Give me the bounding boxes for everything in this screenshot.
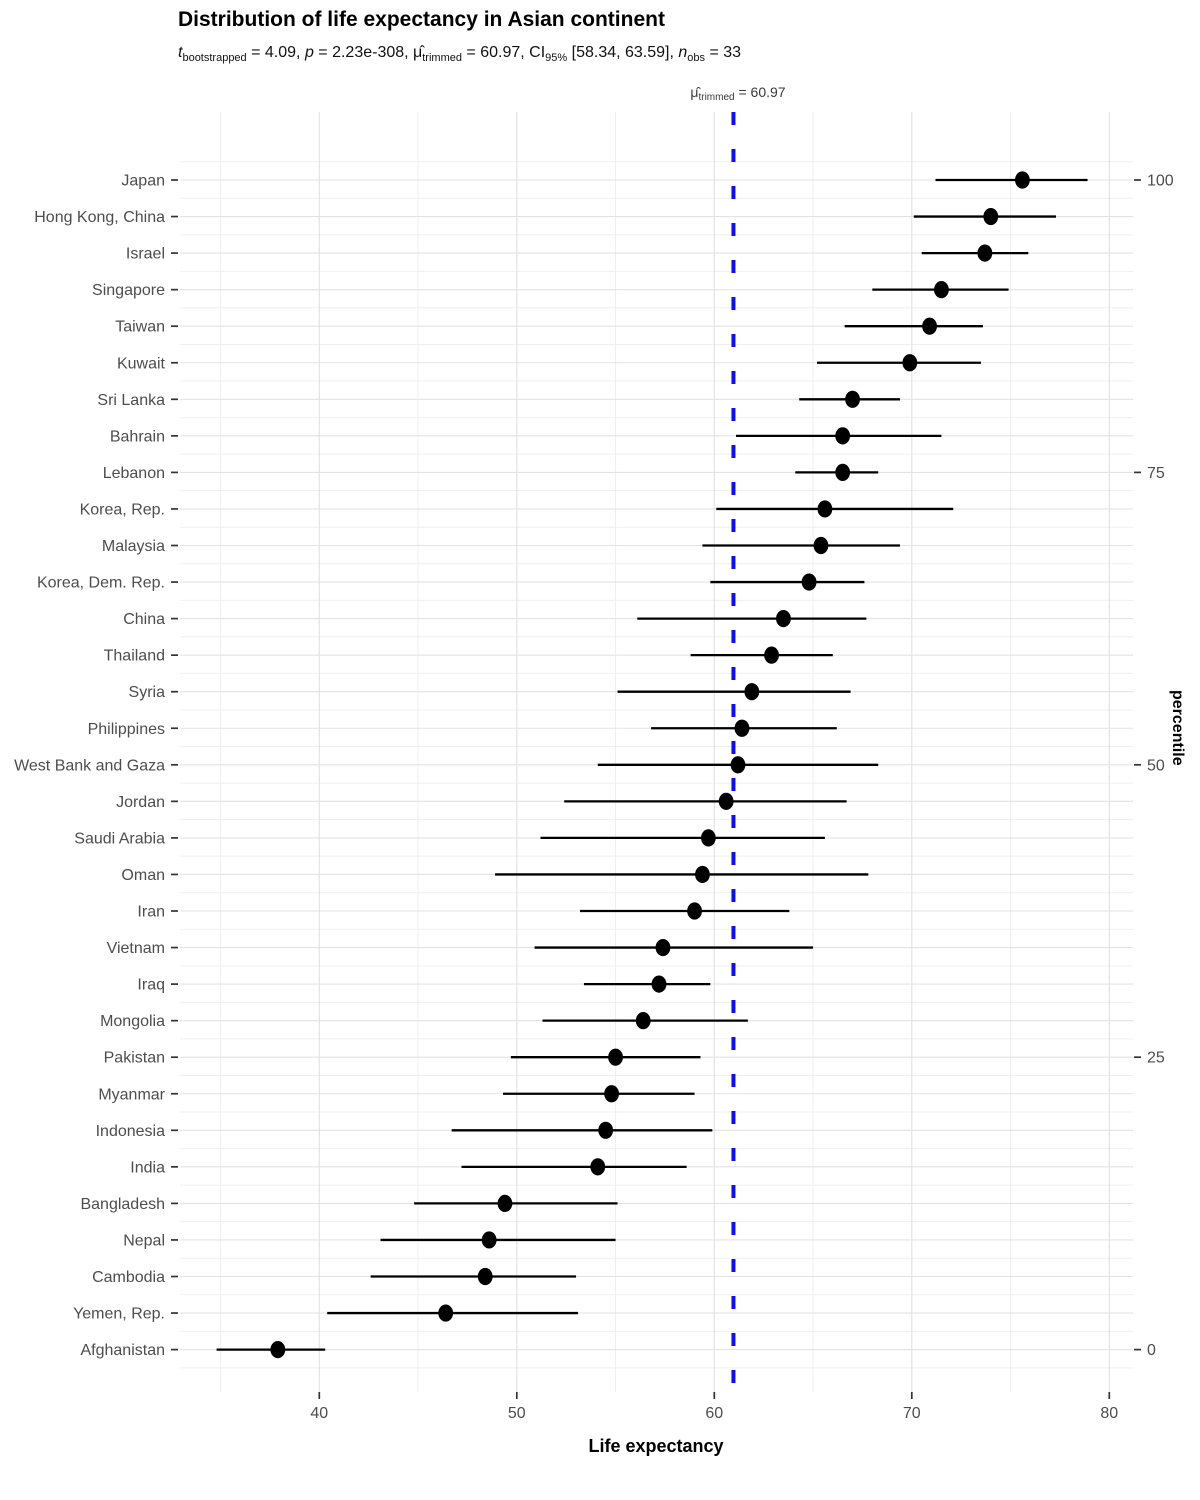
country-label: China: [123, 611, 165, 628]
mean-dot: [481, 1231, 497, 1249]
mean-dot: [604, 1085, 619, 1103]
mean-dot: [598, 1121, 614, 1139]
mean-dot: [655, 938, 671, 957]
mean-dot: [635, 1012, 651, 1030]
text-segment: trimmed: [698, 92, 735, 103]
text-segment: p: [304, 44, 314, 61]
x-axis-title: Life expectancy: [588, 1436, 724, 1456]
country-label: Indonesia: [96, 1123, 165, 1140]
mean-dot: [776, 610, 791, 628]
country-label: Thailand: [104, 648, 165, 665]
mean-dot: [590, 1158, 606, 1176]
mean-dot: [835, 463, 851, 481]
country-label: Singapore: [92, 282, 165, 299]
x-tick-label: 70: [903, 1405, 921, 1422]
country-label: Malaysia: [102, 538, 165, 555]
country-label: Israel: [126, 246, 165, 263]
country-label: Hong Kong, China: [34, 209, 165, 226]
country-label: Korea, Rep.: [80, 501, 165, 518]
country-label: Taiwan: [115, 319, 165, 336]
country-label: Bahrain: [110, 428, 165, 445]
x-tick-label: 60: [705, 1405, 723, 1422]
mean-dot: [608, 1048, 623, 1066]
mean-dot: [1015, 171, 1030, 189]
mean-dot: [695, 865, 710, 884]
country-label: Syria: [129, 684, 166, 701]
country-label: Vietnam: [107, 940, 165, 957]
text-segment: obs: [687, 52, 706, 64]
x-tick-label: 80: [1100, 1405, 1118, 1422]
mean-dot: [700, 829, 716, 847]
chart-title: Distribution of life expectancy in Asian…: [178, 8, 665, 31]
text-segment: μ̂: [413, 44, 423, 61]
country-label: Philippines: [88, 721, 165, 738]
text-segment: = 33: [705, 44, 742, 61]
percentile-tick-label: 50: [1147, 757, 1165, 774]
text-segment: = 60.97: [734, 84, 786, 100]
mean-dot: [835, 427, 851, 445]
chart-subtitle-stats: tbootstrapped = 4.09, p = 2.23e-308, μ̂t…: [178, 44, 741, 64]
x-tick-label: 40: [310, 1405, 328, 1422]
mean-dot: [813, 536, 829, 555]
mean-dot: [817, 500, 833, 518]
country-label: Pakistan: [104, 1050, 165, 1067]
text-segment: μ̂: [690, 84, 699, 100]
country-label: Nepal: [123, 1232, 165, 1249]
mean-dot: [438, 1304, 454, 1322]
text-segment: t: [178, 44, 183, 61]
text-segment: = 2.23e-308,: [313, 44, 414, 61]
country-label: Japan: [121, 173, 165, 190]
percentile-tick-label: 75: [1147, 465, 1165, 482]
x-tick-label: 50: [508, 1405, 526, 1422]
country-label: Cambodia: [92, 1269, 165, 1286]
country-label: Mongolia: [100, 1013, 165, 1030]
country-label: Iran: [137, 904, 165, 921]
mean-dot: [764, 646, 779, 664]
mean-dot: [983, 207, 999, 226]
mean-dot: [922, 317, 937, 335]
text-segment: n: [678, 44, 688, 61]
mean-dot: [730, 756, 746, 774]
country-label: Bangladesh: [80, 1196, 165, 1213]
mean-dot: [718, 792, 734, 810]
reference-line-label: μ̂trimmed = 60.97: [653, 84, 823, 103]
mean-dot: [477, 1267, 493, 1286]
country-label: Sri Lanka: [97, 392, 165, 409]
country-label: Afghanistan: [80, 1342, 165, 1359]
mean-dot: [687, 902, 702, 920]
country-label: Saudi Arabia: [74, 830, 165, 847]
country-label: Yemen, Rep.: [73, 1306, 165, 1323]
percentile-tick-label: 100: [1147, 173, 1174, 190]
text-segment: trimmed: [422, 52, 462, 64]
country-label: Iraq: [137, 977, 165, 994]
mean-dot: [651, 975, 667, 993]
country-label: Lebanon: [103, 465, 165, 482]
country-label: West Bank and Gaza: [14, 757, 165, 774]
text-segment: [58.34, 63.59],: [567, 44, 679, 61]
mean-dot: [270, 1341, 286, 1359]
country-label: Korea, Dem. Rep.: [37, 575, 165, 592]
country-label: Jordan: [116, 794, 165, 811]
country-label: Oman: [121, 867, 165, 884]
country-label: India: [130, 1159, 165, 1176]
mean-dot: [934, 281, 949, 299]
mean-dot: [801, 573, 817, 591]
text-segment: = 60.97, CI: [461, 44, 546, 61]
mean-dot: [845, 390, 860, 408]
country-label: Myanmar: [98, 1086, 165, 1103]
percentile-tick-label: 25: [1147, 1050, 1165, 1067]
country-label: Kuwait: [117, 355, 166, 372]
mean-dot: [744, 683, 760, 701]
percentile-tick-label: 0: [1147, 1342, 1156, 1359]
mean-dot: [497, 1194, 513, 1212]
mean-dot: [734, 719, 750, 737]
text-segment: 95%: [545, 52, 568, 64]
text-segment: = 4.09,: [246, 44, 305, 61]
mean-dot: [977, 244, 993, 262]
text-segment: bootstrapped: [182, 52, 247, 64]
mean-dot: [902, 354, 918, 372]
right-axis-title: percentile: [1169, 690, 1186, 766]
